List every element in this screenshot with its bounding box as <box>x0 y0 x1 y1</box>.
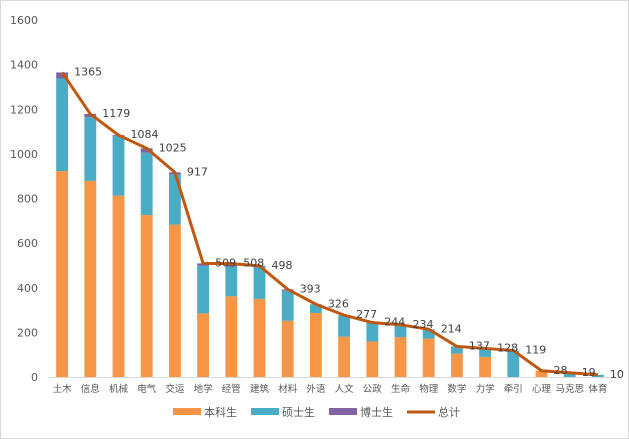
bar-硕士生 <box>563 372 576 377</box>
bar-本科生 <box>140 215 153 377</box>
x-tick-label: 力学 <box>476 383 495 395</box>
x-tick-label: 地学 <box>194 383 213 395</box>
bar-本科生 <box>338 336 351 377</box>
x-tick-label: 机械 <box>109 383 129 395</box>
bar-硕士生 <box>84 117 97 181</box>
bar-硕士生 <box>112 136 125 196</box>
y-tick-label: 1000 <box>10 148 38 161</box>
y-tick-label: 200 <box>17 326 38 339</box>
legend-swatch <box>251 408 279 415</box>
legend-swatch <box>329 408 357 415</box>
data-label: 1084 <box>131 128 159 141</box>
total-line <box>60 71 599 377</box>
data-label: 10 <box>610 368 624 381</box>
legend-label: 本科生 <box>204 405 237 419</box>
bar-硕士生 <box>309 304 322 313</box>
x-tick-label: 马克思 <box>555 384 584 395</box>
data-label: 244 <box>384 316 405 329</box>
x-tick-label: 土木 <box>53 383 73 395</box>
data-label: 19 <box>582 366 596 379</box>
x-tick-label: 信息 <box>81 383 100 395</box>
data-label: 234 <box>413 318 434 331</box>
bar-本科生 <box>535 370 548 377</box>
x-tick-label: 经管 <box>222 383 241 395</box>
x-tick-label: 物理 <box>419 383 439 395</box>
data-label: 498 <box>272 259 293 272</box>
data-label: 509 <box>215 256 236 269</box>
bar-本科生 <box>197 313 210 377</box>
y-tick-label: 600 <box>17 237 38 250</box>
bar-博士生 <box>56 72 69 79</box>
x-tick-label: 外语 <box>306 383 326 395</box>
x-tick-label: 公政 <box>363 383 383 395</box>
bar-博士生 <box>140 148 153 153</box>
bar-硕士生 <box>366 322 379 342</box>
x-tick-label: 体育 <box>588 383 607 395</box>
x-tick-label: 人文 <box>335 383 355 395</box>
x-tick-label: 材料 <box>278 383 298 395</box>
y-tick-label: 1200 <box>10 103 38 116</box>
x-tick-label: 牵引 <box>504 384 523 395</box>
bar-硕士生 <box>56 78 69 172</box>
x-tick-label: 交运 <box>165 383 185 395</box>
bar-硕士生 <box>281 290 294 321</box>
x-tick-label: 心理 <box>532 384 552 395</box>
bar-本科生 <box>450 353 463 377</box>
bar-本科生 <box>422 338 435 377</box>
data-label: 1179 <box>102 107 130 120</box>
legend-label: 硕士生 <box>282 405 315 419</box>
bar-硕士生 <box>450 346 463 354</box>
bar-本科生 <box>84 180 97 377</box>
bar-本科生 <box>112 195 125 377</box>
bar-硕士生 <box>197 265 210 314</box>
bar-本科生 <box>479 356 492 377</box>
bar-硕士生 <box>507 350 520 377</box>
legend-label: 博士生 <box>360 405 393 419</box>
legend-label: 总计 <box>438 405 460 419</box>
bar-硕士生 <box>253 266 266 299</box>
bar-硕士生 <box>225 266 238 297</box>
data-label: 508 <box>243 257 264 270</box>
y-tick-label: 800 <box>17 193 38 206</box>
data-label: 119 <box>525 343 546 356</box>
bar-本科生 <box>56 171 69 377</box>
y-tick-label: 400 <box>17 282 38 295</box>
bar-硕士生 <box>479 348 492 357</box>
data-label: 393 <box>300 282 321 295</box>
data-label: 277 <box>356 308 377 321</box>
x-tick-label: 生命 <box>391 383 411 395</box>
x-tick-label: 电气 <box>137 383 157 395</box>
legend-swatch <box>173 408 201 415</box>
bar-硕士生 <box>168 174 181 225</box>
data-label: 128 <box>497 341 518 354</box>
bar-本科生 <box>394 337 407 377</box>
bar-硕士生 <box>591 374 604 377</box>
y-tick-label: 1600 <box>10 14 38 27</box>
bar-硕士生 <box>140 152 153 216</box>
bar-硕士生 <box>394 324 407 338</box>
x-tick-label: 建筑 <box>250 383 270 395</box>
bar-本科生 <box>366 341 379 377</box>
data-label: 28 <box>554 364 568 377</box>
x-tick-label: 数学 <box>447 383 466 395</box>
data-label: 1025 <box>159 141 187 154</box>
bar-本科生 <box>168 224 181 377</box>
bar-本科生 <box>309 312 322 377</box>
y-tick-label: 0 <box>31 371 38 384</box>
bar-硕士生 <box>422 329 435 339</box>
bar-硕士生 <box>338 315 351 337</box>
data-label: 326 <box>328 297 349 310</box>
bar-本科生 <box>253 298 266 377</box>
data-label: 137 <box>469 339 490 352</box>
bar-本科生 <box>225 296 238 377</box>
data-label: 1365 <box>74 65 102 78</box>
data-label: 214 <box>441 322 462 335</box>
y-tick-label: 1400 <box>10 59 38 72</box>
bar-本科生 <box>281 320 294 377</box>
data-label: 917 <box>187 165 208 178</box>
